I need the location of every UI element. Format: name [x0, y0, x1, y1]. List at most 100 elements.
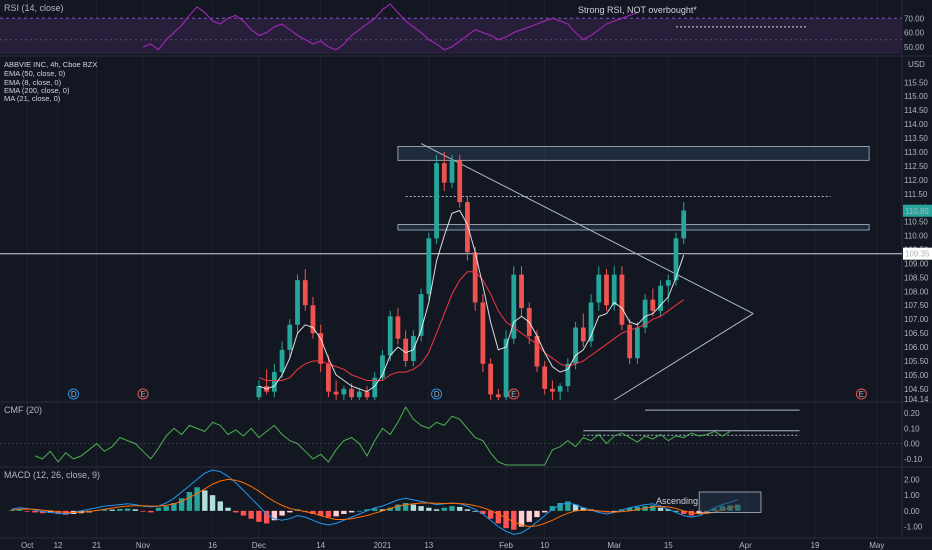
- macd-hist-bar-49: [387, 507, 393, 511]
- macd-hist-bar-69: [541, 510, 548, 513]
- price-y-tick-4: 113.50: [904, 134, 928, 143]
- candle-body-24: [441, 163, 447, 183]
- macd-hist-bar-20: [163, 506, 169, 511]
- price-y-tick-15: 108.00: [904, 287, 929, 296]
- rsi-y-tick-1: 60.00: [904, 29, 925, 38]
- last-price-tag: [903, 204, 932, 217]
- macd-y-tick-3: -1.00: [904, 523, 923, 532]
- candle-body-34: [519, 274, 524, 309]
- price-y-tick-18: 106.50: [904, 329, 929, 338]
- price-y-tick-20: 105.50: [904, 357, 929, 366]
- macd-hist-bar-34: [271, 510, 278, 521]
- price-y-tick-2: 114.50: [904, 106, 928, 115]
- event-marker-1: [137, 388, 149, 400]
- macd-hist-bar-85: [665, 509, 671, 511]
- ref-price-tag: [903, 247, 932, 260]
- event-marker-0: [68, 388, 80, 400]
- triangle-upper-trendline: [420, 143, 754, 315]
- price-y-tick-11: 110.00: [904, 232, 928, 241]
- macd-hist-bar-25: [202, 490, 208, 511]
- macd-hist-bar-67: [526, 510, 532, 522]
- legend-ma21[interactable]: MA (21, close, 0): [4, 94, 61, 103]
- macd-hist-bar-88: [688, 510, 695, 516]
- event-marker-label-0: D: [71, 390, 77, 399]
- candle-body-23: [434, 163, 439, 239]
- event-marker-label-1: E: [140, 390, 145, 399]
- time-axis[interactable]: Oct 12 21 Nov 16 Dec 14 2021 13 Feb 10 Mar 15 Apr 19 Ma…: [21, 541, 884, 550]
- candle-body-42: [580, 327, 586, 342]
- rsi-annotation: Strong RSI, NOT overbought*: [578, 5, 697, 15]
- event-marker-label-2: D: [434, 390, 440, 399]
- candle-body-53: [665, 280, 671, 286]
- x-tick-4: 16: [208, 541, 217, 550]
- resistance-zone-1: [397, 224, 870, 231]
- candle-body-16: [380, 355, 385, 378]
- legend-ema200[interactable]: EMA (200, close, 0): [4, 86, 70, 95]
- candle-body-25: [449, 160, 455, 183]
- macd-hist-bar-78: [611, 510, 617, 512]
- legend-ema50[interactable]: EMA (50, close, 0): [4, 69, 66, 78]
- macd-hist-bar-19: [155, 507, 162, 511]
- candle-body-31: [495, 394, 501, 398]
- macd-hist-bar-28: [225, 507, 231, 511]
- macd-hist-bar-80: [626, 507, 633, 511]
- macd-hist-bar-36: [287, 510, 293, 513]
- macd-hist-bar-70: [549, 506, 556, 511]
- macd-hist-bar-6: [55, 510, 61, 514]
- candle-body-26: [457, 160, 463, 203]
- macd-annotation: Ascending: [656, 496, 698, 506]
- candle-body-14: [364, 391, 370, 398]
- candle-body-9: [326, 363, 331, 392]
- price-pane[interactable]: 115.50 115.00 114.50 114.00 113.50 113.00 112.…: [0, 78, 932, 404]
- macd-pane[interactable]: 2.00 1.00 0.00 -1.00: [9, 469, 923, 535]
- macd-hist-bar-50: [395, 504, 401, 511]
- legend-ema8[interactable]: EMA (8, close, 0): [4, 78, 62, 87]
- macd-hist-bar-94: [735, 504, 741, 511]
- price-y-tick-7: 112.00: [904, 176, 928, 185]
- candle-body-37: [542, 366, 548, 389]
- macd-y-tick-0: 2.00: [904, 475, 920, 484]
- ascending-box: [698, 491, 762, 513]
- candle-body-32: [503, 338, 509, 398]
- candle-body-11: [341, 388, 347, 395]
- candle-body-18: [395, 316, 401, 339]
- macd-hist-bar-44: [348, 510, 355, 513]
- rsi-band: [0, 18, 902, 55]
- candle-body-48: [627, 324, 633, 359]
- candle-body-33: [511, 274, 517, 339]
- macd-hist-bar-58: [457, 506, 463, 511]
- macd-hist-bar-23: [186, 492, 193, 511]
- macd-hist-bar-41: [325, 510, 332, 518]
- event-marker-label-4: E: [859, 390, 864, 399]
- macd-hist-bar-51: [402, 503, 409, 511]
- price-y-tick-13: 109.00: [904, 259, 929, 268]
- price-y-tick-23: 104.14: [904, 395, 929, 404]
- macd-hist-bar-90: [704, 510, 710, 512]
- candle-body-3: [279, 349, 285, 373]
- macd-hist-bar-45: [356, 510, 363, 512]
- x-tick-2: 21: [92, 541, 101, 550]
- price-y-tick-1: 115.00: [904, 92, 928, 101]
- rsi-pane[interactable]: 70.00 60.00 50.00: [0, 3, 925, 55]
- macd-hist-bar-13: [109, 509, 115, 511]
- macd-hist-bar-86: [673, 510, 679, 512]
- x-tick-15: May: [869, 541, 884, 550]
- macd-hist-bar-65: [511, 510, 517, 530]
- price-y-tick-6: 112.50: [904, 162, 928, 171]
- candle-body-46: [611, 274, 617, 306]
- x-tick-13: Apr: [739, 541, 752, 550]
- cmf-y-tick-0: 0.20: [904, 409, 920, 418]
- candle-body-41: [573, 327, 578, 364]
- ma21-line: [258, 271, 684, 381]
- macd-hist-bar-57: [449, 506, 455, 511]
- x-tick-14: 19: [811, 541, 820, 550]
- macd-hist-bar-61: [480, 510, 486, 514]
- x-tick-9: Feb: [499, 541, 513, 550]
- candle-body-20: [410, 335, 416, 361]
- cmf-pane[interactable]: 0.20 0.10 0.00 -0.10: [0, 406, 923, 466]
- candle-body-2: [271, 372, 277, 392]
- candle-body-40: [565, 363, 571, 387]
- candle-body-28: [472, 252, 478, 303]
